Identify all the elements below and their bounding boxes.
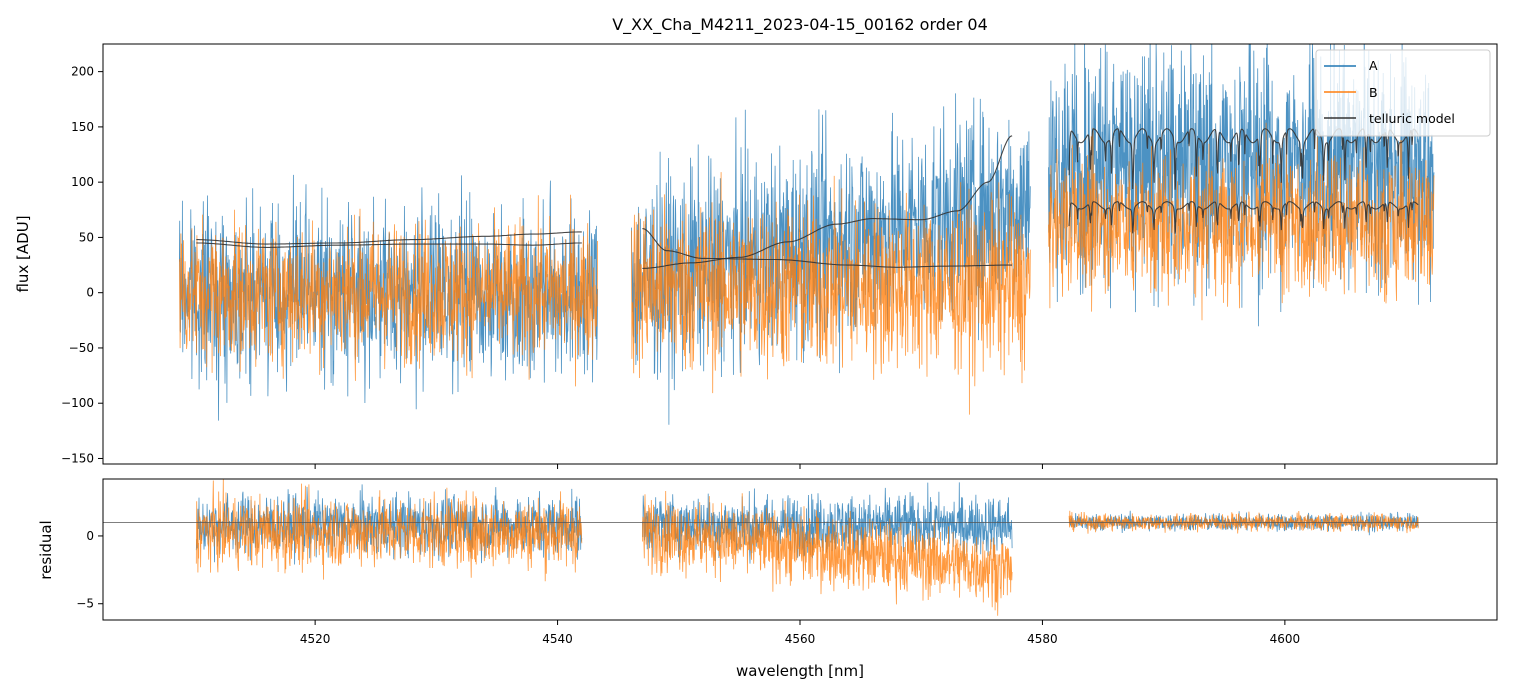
series-b-top	[179, 122, 1435, 415]
residual-b-segment	[642, 490, 1013, 616]
bottom-y-tick-label: −5	[76, 597, 94, 611]
x-tick-label: 4540	[542, 632, 573, 646]
residual-b-segment	[195, 479, 583, 582]
top-y-tick-label: 0	[86, 286, 94, 300]
bottom-panel: −5 0 4520 4540 4560 4580 4600 residual wavele…	[37, 478, 1498, 680]
top-y-tick-label: −150	[61, 451, 94, 465]
x-axis-label: wavelength [nm]	[736, 662, 864, 680]
top-y-axis-label: flux [ADU]	[14, 215, 32, 292]
bottom-y-axis-label: residual	[37, 520, 55, 579]
legend: A B telluric model	[1315, 49, 1491, 137]
top-x-ticks	[314, 464, 1286, 469]
top-panel: −150 −100 −50 0 50 100 150 200 flux [ADU] A B t…	[14, 43, 1498, 469]
telluric-model-b-seg2	[642, 228, 1013, 268]
legend-label-telluric-model: telluric model	[1369, 111, 1455, 126]
x-tick-label: 4520	[300, 632, 331, 646]
bottom-y-axis: −5 0	[76, 529, 103, 611]
spectrum-a-segment	[179, 174, 598, 421]
top-y-axis: −150 −100 −50 0 50 100 150 200	[61, 65, 103, 465]
telluric-model-a-seg1	[196, 231, 582, 245]
x-axis: 4520 4540 4560 4580 4600	[300, 620, 1300, 646]
legend-frame	[1315, 49, 1491, 137]
legend-label-a: A	[1369, 58, 1378, 73]
x-tick-label: 4560	[785, 632, 816, 646]
x-tick-label: 4580	[1027, 632, 1058, 646]
bottom-y-tick-label: 0	[86, 529, 94, 543]
top-y-tick-label: 150	[71, 120, 94, 134]
spectrum-b-segment	[1048, 122, 1435, 321]
x-tick-label: 4600	[1270, 632, 1301, 646]
top-y-tick-label: 50	[79, 230, 94, 244]
chart-title: V_XX_Cha_M4211_2023-04-15_00162 order 04	[612, 15, 988, 35]
telluric-model-b-seg3	[1068, 201, 1419, 234]
legend-label-b: B	[1369, 85, 1378, 100]
telluric-model-a-seg2	[642, 135, 1013, 269]
telluric-model-b-seg1	[196, 242, 582, 248]
spectrum-b-segment	[179, 194, 598, 387]
spectrum-b-segment	[631, 172, 1031, 415]
telluric-model-lines	[196, 128, 1419, 269]
top-y-tick-label: 200	[71, 65, 94, 79]
top-y-tick-label: −50	[69, 341, 94, 355]
top-y-tick-label: −100	[61, 396, 94, 410]
top-y-tick-label: 100	[71, 175, 94, 189]
